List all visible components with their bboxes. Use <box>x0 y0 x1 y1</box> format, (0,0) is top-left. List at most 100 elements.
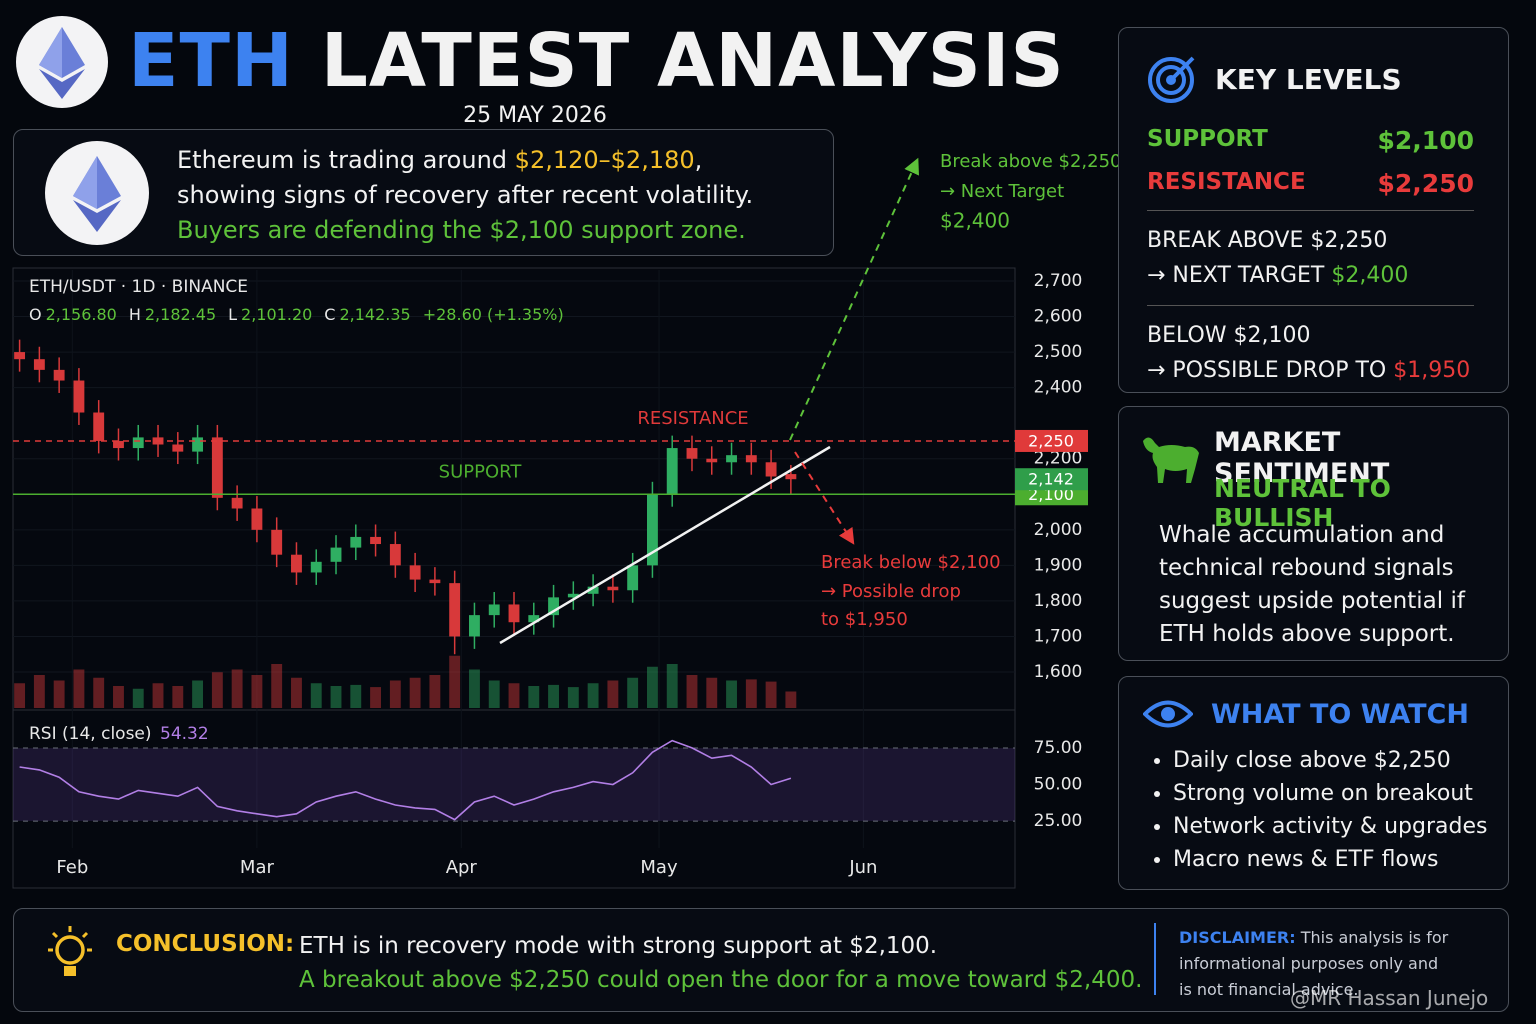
volume-bar <box>73 669 85 708</box>
candle-body <box>192 437 204 452</box>
volume-bar <box>686 675 698 708</box>
ohlc-key: H <box>128 305 141 324</box>
volume-bar <box>192 680 204 708</box>
volume-bar <box>469 669 480 708</box>
candle-body <box>587 586 599 594</box>
candle-body <box>666 448 678 495</box>
y-tick-label: 1,800 <box>1034 591 1083 611</box>
volume-bar <box>429 675 441 708</box>
volume-bar <box>567 687 579 708</box>
volume-bar <box>706 677 718 708</box>
summary-line: showing signs of recovery after recent v… <box>177 181 754 209</box>
bull-icon <box>1143 437 1199 483</box>
up-annotation: Break above $2,250 <box>940 151 1122 172</box>
x-tick-label: Mar <box>240 857 275 878</box>
down-annotation: Break below $2,100 <box>821 552 1001 573</box>
conclusion-panel: CONCLUSION: ETH is in recovery mode with… <box>13 908 1509 1012</box>
summary-line: Ethereum is trading around $2,120–$2,180… <box>177 143 753 178</box>
candle-body <box>449 583 461 637</box>
level-label: RESISTANCE <box>1147 169 1306 195</box>
candle-body <box>350 536 362 548</box>
key-levels-panel: KEY LEVELS SUPPORT $2,100 RESISTANCE $2,25… <box>1118 27 1509 393</box>
candle-body <box>508 604 520 623</box>
sentiment-line: technical rebound signals <box>1159 555 1454 581</box>
x-tick-label: Jun <box>848 857 877 878</box>
panel-title: MARKET SENTIMENT <box>1214 427 1390 489</box>
conclusion-line: ETH is in recovery mode with strong supp… <box>299 933 938 959</box>
price-range: $2,120–$2,180 <box>514 146 695 174</box>
title-text: LATEST ANALYSIS <box>320 18 1065 104</box>
candle-body <box>785 474 797 480</box>
volume-bar <box>132 688 144 708</box>
summary-line: Buyers are defending the $2,100 support … <box>177 216 746 244</box>
eth-logo <box>16 16 108 108</box>
break-line: → NEXT TARGET $2,400 <box>1147 258 1474 293</box>
level-label: SUPPORT <box>1147 126 1268 152</box>
panel-title: KEY LEVELS <box>1215 62 1402 96</box>
ohlc-value: 2,156.80 <box>45 305 117 324</box>
watch-item: Macro news & ETF flows <box>1173 846 1487 873</box>
volume-bar <box>726 680 737 708</box>
level-value: $2,250 <box>1377 169 1474 198</box>
volume-bar <box>113 686 124 708</box>
rsi-band <box>13 747 1015 822</box>
volume-bar <box>389 680 401 708</box>
conclusion-label: CONCLUSION: <box>116 931 295 957</box>
candle-body <box>488 604 500 616</box>
summary-text: Ethereum is trading around $2,120–$2,180… <box>177 143 753 248</box>
candle-body <box>607 586 619 591</box>
sentiment-panel: MARKET SENTIMENT NEUTRAL TO BULLISH Whal… <box>1118 406 1509 661</box>
up-annotation: $2,400 <box>940 209 1010 233</box>
candle-body <box>745 455 757 463</box>
break-target: $2,400 <box>1331 263 1409 288</box>
disclaimer-line: is not financial advice. <box>1179 980 1359 999</box>
ohlc-key: C <box>324 305 336 324</box>
disclaimer-line: informational purposes only and <box>1179 954 1439 973</box>
title-ticker: ETH <box>128 18 294 104</box>
candle-body <box>706 458 718 463</box>
volume-bar <box>310 683 322 708</box>
volume-bar <box>330 686 342 708</box>
chart-panel <box>12 267 1016 889</box>
date: 25 MAY 2026 <box>463 103 607 128</box>
x-tick-label: Feb <box>56 857 88 878</box>
rsi-title: RSI (14, close) <box>29 724 152 744</box>
volume-bar <box>172 686 184 708</box>
y-tick-label: 1,700 <box>1034 626 1083 646</box>
candle-body <box>310 561 322 573</box>
ohlc-change: +28.60 (+1.35%) <box>422 305 564 324</box>
ohlc-item: L 2,101.20 <box>228 305 312 324</box>
below-block: BELOW $2,100 → POSSIBLE DROP TO $1,950 <box>1147 318 1474 388</box>
watch-list: Daily close above $2,250 Strong volume on… <box>1149 747 1487 879</box>
volume-bar <box>488 680 500 708</box>
disclaimer-label: DISCLAIMER: <box>1179 928 1296 947</box>
candle-body <box>726 455 737 463</box>
rsi-tick-label: 75.00 <box>1034 738 1083 758</box>
down-annotation: to $1,950 <box>821 609 908 630</box>
down-arrow <box>794 451 855 545</box>
level-tag <box>1015 429 1088 452</box>
volume-bar <box>508 683 520 708</box>
ohlc-key: O <box>29 305 42 324</box>
punctuation: , <box>694 146 703 174</box>
sentiment-line: ETH holds above support. <box>1159 621 1455 647</box>
volume-bar <box>93 677 105 708</box>
summary-text: Ethereum is trading around <box>177 146 508 174</box>
candle-body <box>389 544 401 566</box>
bulb-icon <box>48 926 92 976</box>
candle-body <box>409 565 421 580</box>
volume-bar <box>765 681 777 708</box>
disclaimer-line: DISCLAIMER: This analysis is for <box>1179 925 1448 951</box>
volume-bar <box>449 655 461 708</box>
ohlc-row: O 2,156.80 H 2,182.45 L 2,101.20 C 2,142.35 +28.… <box>29 305 564 324</box>
candle-body <box>172 444 184 452</box>
summary-logo <box>45 141 149 245</box>
watch-item: Daily close above $2,250 <box>1173 747 1487 774</box>
candle-body <box>113 440 124 449</box>
support-row: SUPPORT $2,100 <box>1147 126 1474 155</box>
candle-body <box>231 497 243 509</box>
candle-body <box>14 352 26 360</box>
below-target: $1,950 <box>1393 358 1471 383</box>
